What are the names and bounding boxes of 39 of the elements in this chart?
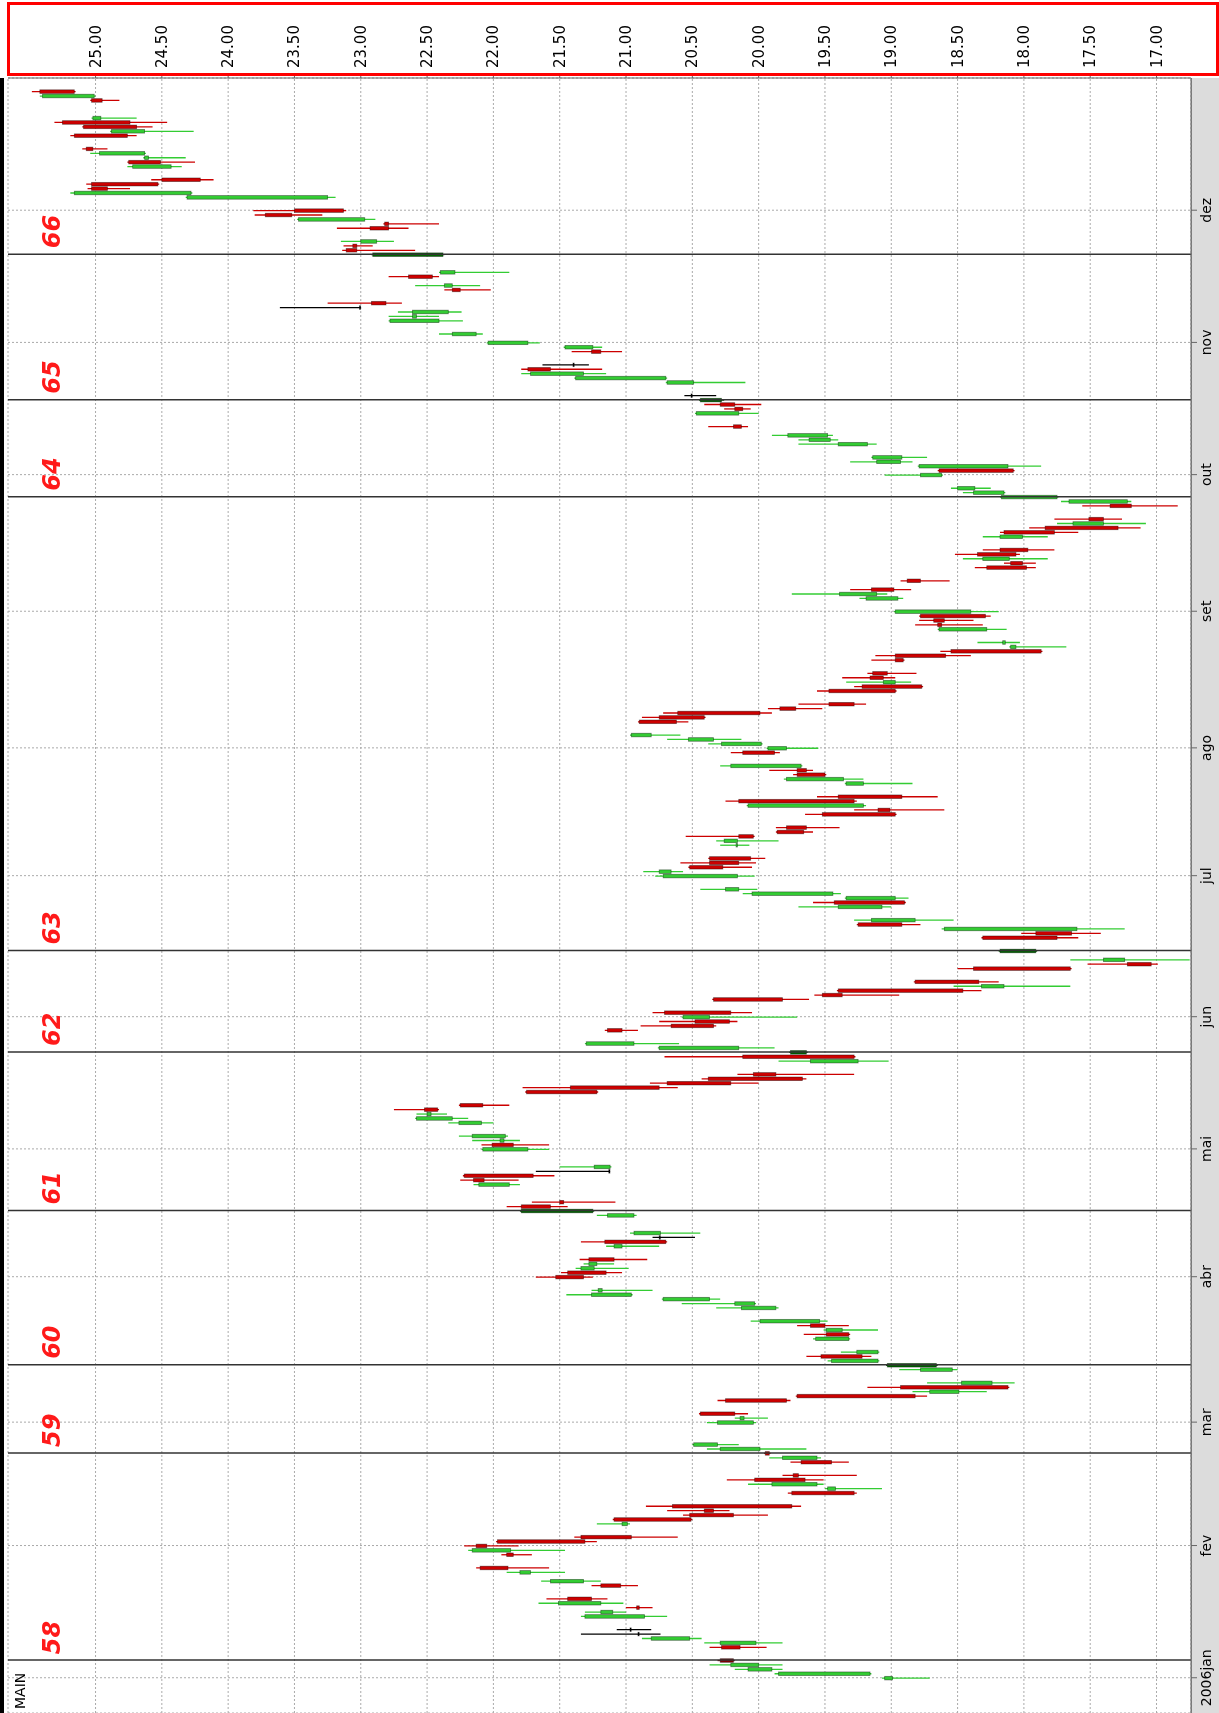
x-tick-label: 19.00	[882, 25, 901, 68]
y-tick-label: dez	[1198, 197, 1214, 223]
y-tick-label: abr	[1198, 1264, 1214, 1289]
x-tick-label: 20.00	[749, 25, 768, 68]
ref-line-label: 63	[38, 911, 66, 945]
y-tick-label: nov	[1198, 329, 1214, 356]
x-tick-label: 21.00	[617, 25, 636, 68]
ref-line-label: 65	[38, 360, 66, 394]
y-tick-label: mar	[1198, 1407, 1214, 1437]
x-tick-label: 25.00	[86, 25, 105, 68]
x-tick-label: 17.50	[1081, 25, 1100, 68]
y-tick-label: set	[1198, 600, 1214, 622]
annotation: MAIN	[12, 1672, 28, 1709]
y-tick-label: ago	[1198, 734, 1214, 761]
x-tick-label: 19.50	[815, 25, 834, 68]
x-tick-label: 20.50	[683, 25, 702, 68]
y-tick-label: out	[1198, 462, 1214, 487]
ref-line-label: 59	[38, 1413, 66, 1447]
y-tick-label: jun	[1198, 1005, 1214, 1029]
x-tick-label: 22.50	[418, 25, 437, 68]
x-tick-label: 18.50	[948, 25, 967, 68]
ref-line-label: 66	[38, 214, 66, 249]
x-tick-label: 23.00	[351, 25, 370, 68]
ref-line-label: 58	[38, 1620, 66, 1655]
ref-line-label: 62	[38, 1012, 66, 1046]
x-tick-label: 17.00	[1147, 25, 1166, 68]
y-tick-label: fev	[1198, 1534, 1214, 1557]
x-tick-label: 22.00	[484, 25, 503, 68]
x-tick-label: 24.50	[152, 25, 171, 68]
x-tick-label: 21.50	[550, 25, 569, 68]
x-tick-label: 23.50	[285, 25, 304, 68]
y-tick-label: mai	[1198, 1135, 1214, 1162]
y-tick-label: jul	[1198, 867, 1214, 885]
y-tick-label: 2006jan	[1198, 1649, 1214, 1707]
ref-line-label: 64	[38, 457, 66, 491]
x-tick-label: 24.00	[219, 25, 238, 68]
x-tick-label: 18.00	[1014, 25, 1033, 68]
ref-line-label: 61	[38, 1171, 66, 1205]
ref-line-label: 60	[38, 1325, 66, 1359]
